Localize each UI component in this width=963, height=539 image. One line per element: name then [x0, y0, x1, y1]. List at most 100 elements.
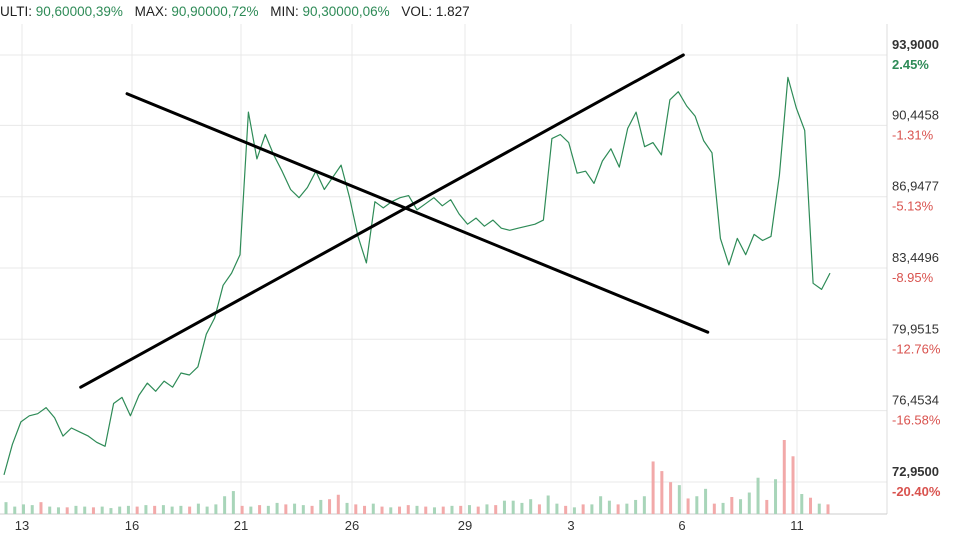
volume-bar [126, 505, 130, 514]
y-tick-percent: -20.40% [892, 484, 941, 499]
y-tick-price: 86,9477 [892, 179, 939, 194]
volume-bar [502, 500, 506, 514]
volume-bar [800, 494, 804, 514]
volume-bar [704, 488, 708, 514]
y-tick-price: 93,9000 [892, 37, 939, 52]
volume-bar [398, 506, 402, 514]
volume-bar [144, 505, 148, 514]
volume-bar [747, 492, 751, 514]
volume-bar [791, 456, 795, 514]
volume-bar [196, 503, 200, 514]
volume-bar [205, 506, 209, 514]
last-label: ULTI: [0, 4, 33, 19]
volume-bar [782, 440, 786, 514]
volume-bar [677, 485, 681, 514]
volume-bar [555, 503, 559, 514]
volume-bar [345, 502, 349, 514]
volume-bar [179, 505, 183, 514]
quote-header: ULTI: 90,60000,39% MAX: 90,90000,72% MIN… [0, 0, 963, 24]
volume-bar [546, 495, 550, 514]
volume-bar [817, 503, 821, 514]
y-tick-percent: -16.58% [892, 413, 941, 428]
volume-bar [100, 506, 104, 514]
volume-bar [231, 491, 235, 514]
volume-bar [721, 502, 725, 514]
volume-bar [712, 503, 716, 514]
volume-bar [135, 506, 139, 514]
volume-bar [590, 504, 594, 514]
x-axis: 13 16 21 26 29 3 6 11 [15, 518, 804, 533]
y-tick-price: 90,4458 [892, 107, 939, 122]
volume-bar [625, 503, 629, 514]
volume-bar [494, 505, 498, 514]
volume-bar [161, 505, 165, 514]
volume-bar [756, 477, 760, 514]
volume-bar [109, 508, 113, 514]
y-tick-percent: 2.45% [892, 57, 929, 72]
volume-bar [266, 505, 270, 514]
price-line [3, 76, 831, 476]
y-tick-price: 83,4496 [892, 250, 939, 265]
volume-bar [380, 506, 384, 514]
volume-bar [467, 505, 471, 514]
volume-bar [319, 499, 323, 514]
volume-bar [686, 498, 690, 514]
volume-bar [56, 507, 60, 514]
price-series [3, 76, 831, 476]
volume-bar [118, 506, 122, 514]
volume-bar [258, 505, 262, 514]
max-label: MAX: [134, 4, 168, 19]
volume-bar [328, 499, 332, 514]
x-tick-label: 6 [678, 518, 685, 533]
volume-bar [354, 504, 358, 514]
volume-value: 1.827 [435, 4, 470, 19]
trendline-descending[interactable] [125, 92, 710, 334]
x-tick-label: 21 [234, 518, 248, 533]
x-tick-label: 29 [458, 518, 472, 533]
volume-bar [13, 506, 17, 514]
volume-bar [249, 506, 253, 514]
volume-bar [214, 504, 218, 514]
volume-bar [599, 496, 603, 514]
volume-bar [459, 505, 463, 514]
y-tick-price: 76,4534 [892, 393, 939, 408]
volume-bar [432, 507, 436, 514]
volume-bar [48, 506, 52, 514]
trendline-ascending[interactable] [79, 53, 685, 389]
volume-bar [660, 471, 664, 514]
volume-bar [336, 494, 340, 514]
volume-bar [65, 507, 69, 514]
volume-bar [730, 496, 734, 514]
y-tick-percent: -1.31% [892, 127, 934, 142]
y-tick-percent: -5.13% [892, 199, 934, 214]
volume-bar [284, 504, 288, 514]
volume-bar [476, 506, 480, 514]
volume-bar [616, 504, 620, 514]
volume-bar [739, 499, 743, 514]
volume-bar [293, 503, 297, 514]
volume-bar [371, 503, 375, 514]
volume-bar [415, 505, 419, 514]
volume-bar [774, 479, 778, 514]
volume-bar [188, 506, 192, 514]
y-axis: 93,9000 2.45% 90,4458 -1.31% 86,9477 -5.13% 83… [892, 37, 941, 499]
volume-bar [564, 505, 568, 514]
volume-bar [223, 496, 227, 514]
y-tick-percent: -12.76% [892, 341, 941, 356]
y-tick-percent: -8.95% [892, 270, 934, 285]
volume-bar [424, 506, 428, 514]
x-tick-label: 3 [567, 518, 574, 533]
volume-bars [4, 440, 830, 514]
volume-bar [39, 502, 43, 514]
y-tick-price: 79,9515 [892, 321, 939, 336]
x-tick-label: 16 [125, 518, 139, 533]
max-value: 90,90000,72% [171, 4, 259, 19]
volume-bar [30, 505, 34, 514]
volume-bar [529, 499, 533, 514]
volume-bar [669, 482, 673, 514]
volume-bar [301, 505, 305, 514]
volume-bar [4, 502, 8, 514]
volume-bar [389, 507, 393, 514]
trendlines[interactable] [79, 53, 710, 389]
